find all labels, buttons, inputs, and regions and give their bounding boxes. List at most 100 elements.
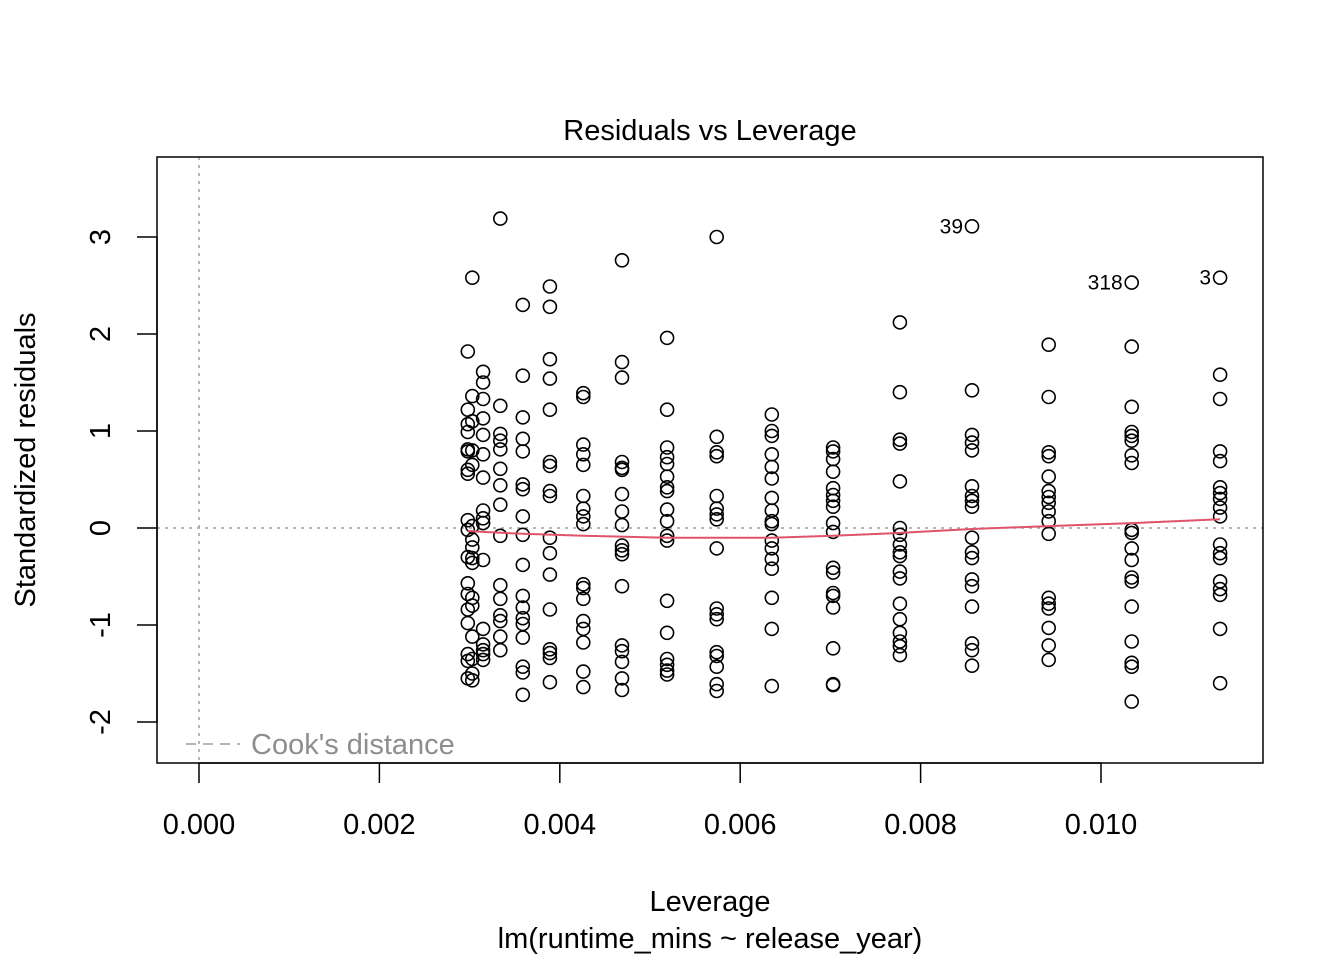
data-point [460,522,476,538]
data-point [964,599,980,614]
data-point [659,667,675,682]
x-tick-label: 0.006 [704,809,777,841]
data-point [575,437,591,452]
y-tick-label: 0 [85,520,117,536]
data-point [1212,587,1228,603]
data-point [1212,491,1228,507]
data-point [614,462,630,478]
smoother-line [467,518,1221,539]
data-point [475,515,491,531]
data-point [659,483,675,499]
data-point [892,596,908,612]
data-point [964,530,980,546]
data-point [575,664,591,679]
data-point [892,315,908,330]
data-point [542,483,558,499]
data-point [1124,455,1139,471]
data-point [709,644,725,660]
data-point [964,488,980,504]
data-point [825,493,841,509]
data-point [515,297,531,313]
data-point [1212,391,1228,407]
data-point [542,371,558,386]
data-point [709,611,725,627]
data-point [464,388,480,404]
data-point [709,507,725,522]
data-point [475,637,491,652]
data-point [464,666,480,681]
x-tick-label: 0.010 [1065,809,1138,841]
data-point [475,510,491,526]
data-point [460,575,476,591]
data-point [892,384,908,400]
data-point [475,552,491,568]
data-point [1041,638,1056,653]
data-point [492,642,508,658]
data-point [542,402,558,418]
data-point [764,459,780,475]
plot-region: 39 318 3 [157,157,1263,763]
data-point [1041,504,1056,519]
data-point [892,611,908,627]
y-tick-label: 3 [85,229,117,245]
data-point [1041,337,1056,353]
data-point [764,590,780,606]
data-point [1124,574,1139,589]
data-point [575,516,591,532]
data-point [825,444,841,459]
data-point [614,546,630,562]
data-point [709,429,725,445]
data-point [764,561,780,577]
data-point [1212,550,1228,566]
data-point [709,676,725,692]
data-point [464,598,480,613]
data-point [515,509,531,524]
data-point [964,642,980,658]
data-point [709,648,725,664]
data-point [964,493,980,509]
data-point [964,636,980,651]
data-point [492,497,508,513]
x-tick-label: 0.000 [163,809,236,841]
data-point [964,478,980,494]
data-point [460,646,476,662]
data-point [659,533,675,548]
data-point [1124,541,1139,556]
data-point [825,640,841,656]
data-point [614,454,630,470]
data-point [492,461,508,477]
data-point [964,572,980,587]
data-point [464,540,480,555]
data-point [614,538,630,553]
data-point [464,590,480,606]
data-point [659,528,675,544]
data-point [515,431,531,447]
data-point [515,410,531,425]
data-point [1041,596,1056,612]
data-point [892,527,908,543]
data-point [892,436,908,451]
data-point [1124,570,1139,585]
point-label: 318 [1088,272,1123,295]
data-point [825,677,841,693]
data-point [492,433,508,449]
data-point [1041,601,1056,616]
data-point [1041,526,1056,542]
data-point [1124,599,1139,614]
y-axis: -2 -1 0 1 2 3 [85,229,158,735]
data-point [614,370,630,385]
data-point [892,638,908,654]
data-point [1124,694,1139,709]
data-point [575,613,591,629]
data-point [1212,367,1228,383]
data-point [542,279,558,294]
x-tick-label: 0.002 [343,809,416,841]
data-point [1124,655,1139,671]
data-point [1212,581,1228,597]
data-point [614,486,630,502]
data-point [475,503,491,518]
data-point [464,457,480,473]
data-point [764,423,780,439]
point-labels: 39 318 3 [940,215,1211,294]
